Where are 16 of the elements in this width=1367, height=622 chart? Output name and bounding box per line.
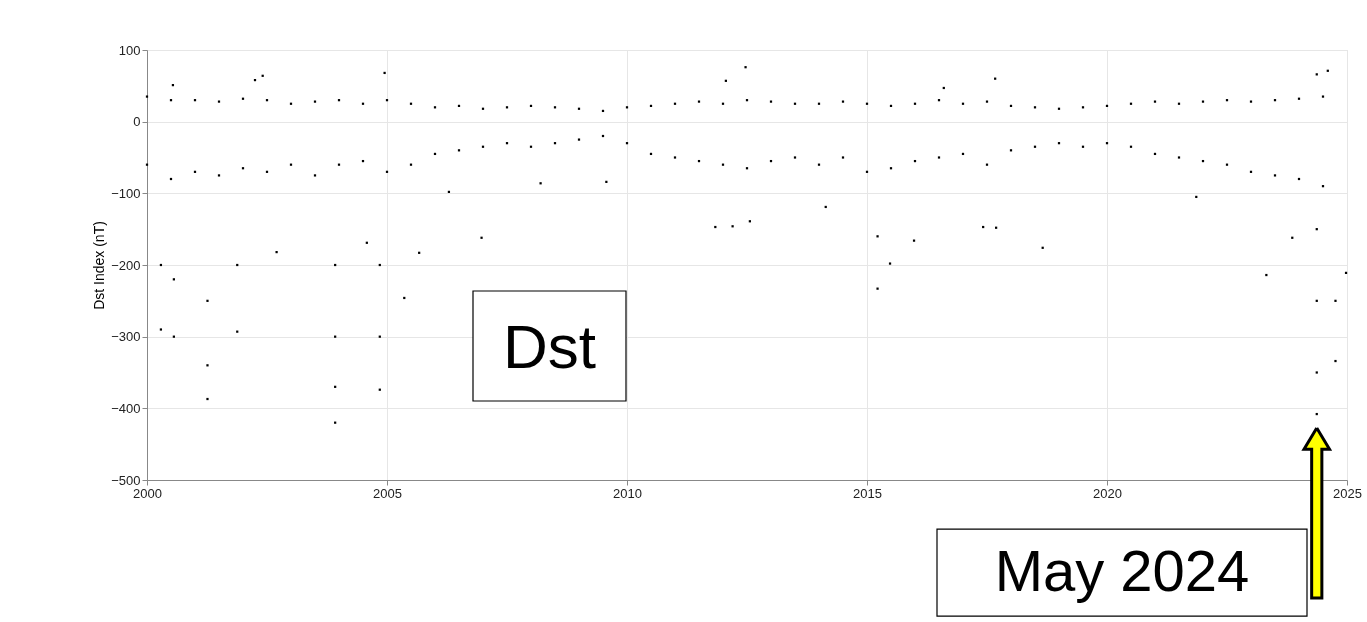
- y-tick-label: −500: [111, 472, 141, 488]
- x-tick-label: 2015: [853, 485, 882, 501]
- x-tick-label: 2000: [133, 485, 162, 501]
- x-tick-label: 2005: [373, 485, 402, 501]
- y-tick-label: −300: [111, 329, 141, 345]
- x-tick-label: 2010: [613, 485, 642, 501]
- annotation: May 2024: [994, 538, 1250, 604]
- y-tick-label: −100: [111, 185, 141, 201]
- y-axis-title: Dst Index (nT): [91, 221, 108, 310]
- y-tick-label: −200: [111, 257, 141, 273]
- y-tick-label: 0: [133, 114, 141, 130]
- x-tick-label: 2025: [1333, 485, 1362, 501]
- annotation: Dst: [503, 312, 596, 381]
- y-tick-label: 100: [118, 42, 141, 58]
- x-tick-label: 2020: [1093, 485, 1122, 501]
- y-tick-label: −400: [111, 400, 141, 416]
